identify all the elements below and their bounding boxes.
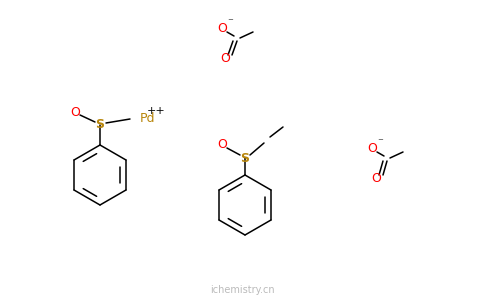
Text: O: O xyxy=(220,52,230,64)
Text: S: S xyxy=(241,152,249,164)
Text: Pd: Pd xyxy=(140,112,155,124)
Text: O: O xyxy=(70,106,80,118)
Text: O: O xyxy=(217,139,227,152)
Text: ichemistry.cn: ichemistry.cn xyxy=(210,285,274,295)
Text: S: S xyxy=(95,118,105,131)
Text: O: O xyxy=(367,142,377,154)
Text: ⁻: ⁻ xyxy=(377,137,383,147)
Text: O: O xyxy=(371,172,381,184)
Text: ⁻: ⁻ xyxy=(227,17,233,27)
Text: O: O xyxy=(217,22,227,34)
Text: ++: ++ xyxy=(147,106,166,116)
